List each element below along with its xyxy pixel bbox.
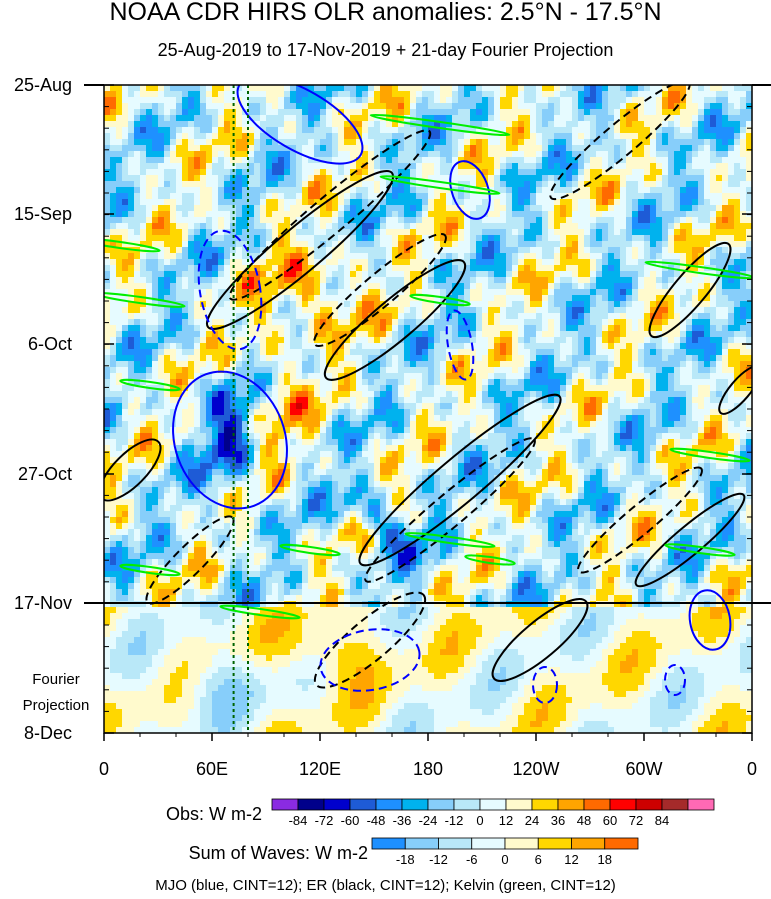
colorbar-level-label: -60 [341, 813, 360, 828]
colorbar-level-label: -72 [315, 813, 334, 828]
colorbar-swatch [661, 798, 689, 811]
colorbar-swatch [471, 837, 506, 850]
colorbar-swatch [635, 798, 663, 811]
colorbar-level-label: 0 [476, 813, 483, 828]
colorbar-level-label: -18 [396, 852, 415, 867]
colorbar-title: Sum of Waves: W m-2 [189, 843, 368, 863]
colorbar-level-label: 12 [499, 813, 513, 828]
colorbar-swatch [271, 798, 299, 811]
colorbar-level-label: -6 [466, 852, 478, 867]
colorbar-level-label: 24 [525, 813, 539, 828]
colorbar-level-label: 18 [598, 852, 612, 867]
y-tick-label: 25-Aug [14, 75, 72, 95]
contour-legend: MJO (blue, CINT=12); ER (black, CINT=12)… [155, 877, 616, 894]
colorbar-swatch [505, 798, 533, 811]
colorbar-swatch [427, 798, 455, 811]
wave-contours [104, 85, 752, 733]
colorbar-level-label: -84 [289, 813, 308, 828]
chart-title: NOAA CDR HIRS OLR anomalies: 2.5°N - 17.… [109, 0, 662, 26]
colorbar-level-label: 84 [655, 813, 669, 828]
colorbar-title: Obs: W m-2 [166, 804, 262, 824]
waves-colorbar: -18 -12 -6 0 6 12 18 Sum of Waves: W m-2 [189, 837, 639, 867]
x-axis: 0 60E 120E 180 120W 60W 0 [99, 733, 757, 779]
colorbar-swatch [401, 798, 429, 811]
colorbar-swatch [438, 837, 473, 850]
x-tick-label: 120W [512, 759, 559, 779]
colorbar-level-label: -12 [429, 852, 448, 867]
colorbar-swatch [687, 798, 715, 811]
olr-anomaly-heatmap [104, 85, 752, 733]
colorbar-swatch [453, 798, 481, 811]
x-tick-label: 0 [747, 759, 757, 779]
colorbar-swatch [297, 798, 325, 811]
colorbar-level-label: -36 [393, 813, 412, 828]
colorbar-level-label: -48 [367, 813, 386, 828]
x-tick-label: 60W [625, 759, 662, 779]
colorbar-swatch [571, 837, 606, 850]
x-tick-label: 180 [413, 759, 443, 779]
x-tick-label: 120E [299, 759, 341, 779]
chart-subtitle: 25-Aug-2019 to 17-Nov-2019 + 21-day Four… [157, 40, 614, 60]
colorbar-swatch [375, 798, 403, 811]
projection-label: Projection [23, 697, 90, 714]
colorbar-level-label: 12 [564, 852, 578, 867]
colorbar-level-label: -24 [419, 813, 438, 828]
obs-colorbar: -84 -72 -60 -48 -36 -24 -12 0 12 24 36 48 60 72 84 Obs:… [166, 798, 715, 828]
colorbar-level-label: 60 [603, 813, 617, 828]
colorbar-swatch [349, 798, 377, 811]
colorbar-swatch [537, 837, 572, 850]
colorbar-swatch [609, 798, 637, 811]
colorbar-swatch [604, 837, 639, 850]
colorbar-level-label: 6 [535, 852, 542, 867]
y-tick-label: 17-Nov [14, 593, 72, 613]
x-tick-label: 60E [196, 759, 228, 779]
y-tick-label: 8-Dec [24, 723, 72, 743]
colorbar-level-label: -12 [445, 813, 464, 828]
colorbar-level-label: 48 [577, 813, 591, 828]
colorbar-swatch [531, 798, 559, 811]
projection-label: Fourier [32, 671, 80, 688]
colorbar-swatch [479, 798, 507, 811]
y-axis: 25-Aug 15-Sep 6-Oct 27-Oct 17-Nov 8-Dec Fourie… [14, 75, 752, 743]
y-tick-label: 6-Oct [28, 334, 72, 354]
y-tick-label: 15-Sep [14, 204, 72, 224]
x-tick-label: 0 [99, 759, 109, 779]
colorbar-swatch [323, 798, 351, 811]
colorbar-level-label: 0 [501, 852, 508, 867]
colorbar-swatch [583, 798, 611, 811]
colorbar-level-label: 36 [551, 813, 565, 828]
y-tick-label: 27-Oct [18, 464, 72, 484]
colorbar-level-label: 72 [629, 813, 643, 828]
colorbar-swatch [404, 837, 439, 850]
colorbar-swatch [504, 837, 539, 850]
colorbar-swatch [371, 837, 406, 850]
colorbar-swatch [557, 798, 585, 811]
